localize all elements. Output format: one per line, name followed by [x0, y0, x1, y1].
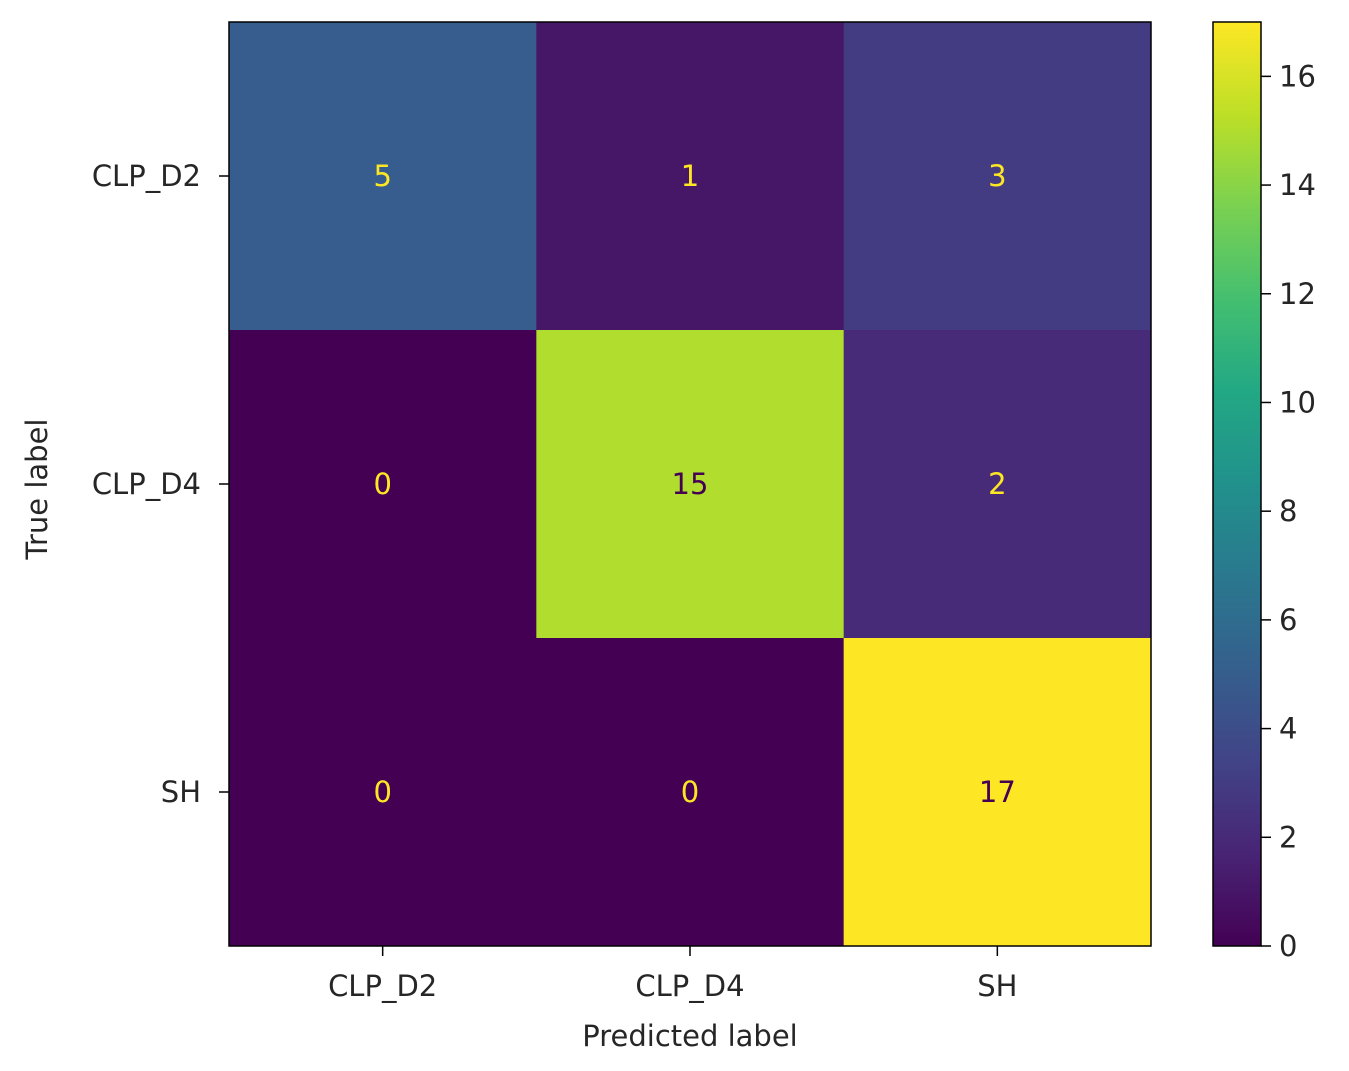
heatmap-cell	[229, 330, 537, 639]
heatmap-cell-value: 0	[373, 775, 391, 809]
heatmap-cell	[536, 638, 845, 947]
y-axis-ticks: CLP_D2 CLP_D4 SH	[92, 159, 229, 809]
heatmap-cell	[843, 638, 1152, 947]
colorbar-tick-label: 0	[1279, 929, 1297, 963]
colorbar-tick-label: 14	[1279, 168, 1316, 202]
heatmap-cell-value: 0	[681, 775, 699, 809]
heatmap-cell-value: 3	[988, 159, 1006, 193]
colorbar-tick-label: 10	[1279, 385, 1316, 419]
heatmap-cells	[229, 22, 1152, 947]
y-tick-label: CLP_D4	[92, 467, 201, 501]
heatmap-cell-value: 1	[681, 159, 699, 193]
colorbar-tick-label: 16	[1279, 59, 1316, 93]
colorbar-tick-label: 12	[1279, 277, 1316, 311]
y-tick-label: SH	[161, 775, 201, 809]
heatmap-cell	[536, 330, 845, 639]
x-axis-label: Predicted label	[582, 1019, 798, 1053]
colorbar-tick-label: 2	[1279, 820, 1297, 854]
heatmap-cell	[229, 22, 537, 331]
y-tick-label: CLP_D2	[92, 159, 201, 193]
heatmap-cell-value: 0	[373, 467, 391, 501]
heatmap-cell	[229, 638, 537, 947]
y-axis-label: True label	[20, 419, 54, 561]
colorbar-tick-label: 8	[1279, 494, 1297, 528]
colorbar-tick-label: 4	[1279, 712, 1297, 746]
heatmap-cell	[843, 330, 1152, 639]
x-axis-ticks: CLP_D2 CLP_D4 SH	[328, 946, 1017, 1003]
heatmap-cell-labels: 5 1 3 0 15 2 0 0 17	[373, 159, 1015, 809]
heatmap-cell-value: 5	[373, 159, 391, 193]
colorbar-tick-label: 6	[1279, 603, 1297, 637]
x-tick-label: CLP_D4	[635, 969, 744, 1003]
heatmap-cell	[536, 22, 845, 331]
x-tick-label: CLP_D2	[328, 969, 437, 1003]
x-tick-label: SH	[977, 969, 1017, 1003]
heatmap-cell-value: 17	[979, 775, 1016, 809]
heatmap-cell-value: 2	[988, 467, 1006, 501]
colorbar	[1212, 21, 1262, 947]
colorbar-ticks: 0 2 4 6 8 10 12 14 16	[1261, 59, 1316, 963]
heatmap-cell-value: 15	[672, 467, 709, 501]
heatmap-cell	[843, 22, 1152, 331]
